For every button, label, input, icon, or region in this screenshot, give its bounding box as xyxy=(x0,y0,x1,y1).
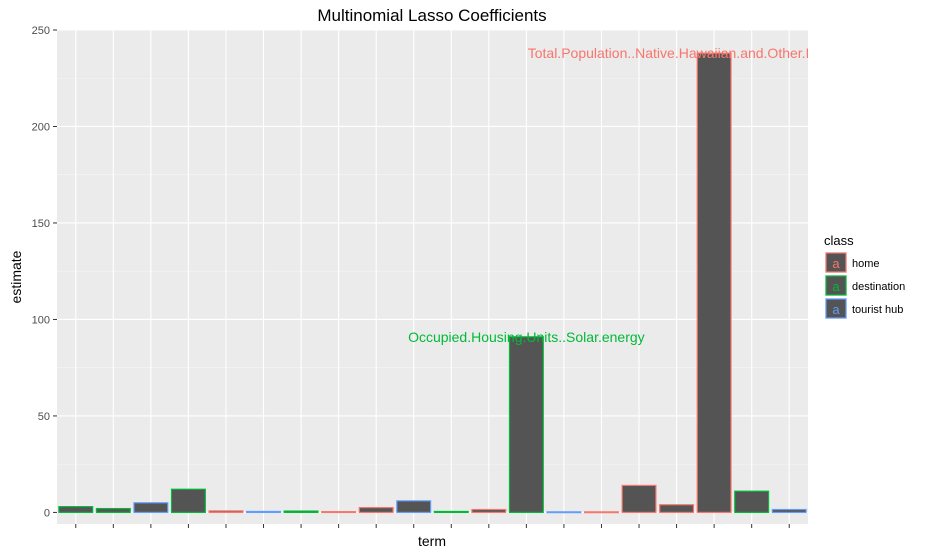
legend-key-glyph: a xyxy=(832,302,840,317)
bar-t1 xyxy=(58,506,94,514)
plot-panel xyxy=(57,30,808,524)
bar-t10 xyxy=(396,500,432,514)
bar-t14 xyxy=(546,511,582,514)
bar-t13 xyxy=(508,336,544,514)
bar-t9 xyxy=(358,506,394,514)
legend-label-destination: destination xyxy=(852,281,905,293)
grid xyxy=(57,29,808,524)
y-tick-label: 250 xyxy=(32,25,50,37)
annotation-2: Total.Population..Native.Hawaiian.and.Ot… xyxy=(528,45,901,61)
x-axis-title: term xyxy=(418,533,446,549)
y-tick-label: 0 xyxy=(44,507,50,519)
bar-t3 xyxy=(133,502,169,514)
y-axis: 0 50 100 150 200 250 xyxy=(32,25,57,519)
annotation-1: Occupied.Housing.Units..Solar.energy xyxy=(408,329,645,345)
bar-t19 xyxy=(734,490,770,514)
chart-title: Multinomial Lasso Coefficients xyxy=(317,6,546,25)
bar-t16 xyxy=(621,484,657,514)
bar-t18 xyxy=(696,52,732,514)
bar-t7 xyxy=(283,510,319,514)
legend-key-home xyxy=(825,252,847,273)
legend-key-tourist-hub xyxy=(825,298,847,319)
y-axis-title: estimate xyxy=(8,250,24,303)
y-tick-label: 150 xyxy=(32,218,50,230)
bar-t4 xyxy=(170,488,206,514)
bar-t15 xyxy=(583,511,619,514)
legend-title: class xyxy=(824,233,854,248)
x-axis xyxy=(75,524,790,528)
annotations: Occupied.Housing.Units..Solar.energy Tota… xyxy=(408,45,901,345)
bar-t20 xyxy=(771,508,807,514)
legend-label-home: home xyxy=(852,258,880,270)
bars xyxy=(58,52,807,514)
y-tick-label: 50 xyxy=(38,411,50,423)
y-tick-label: 100 xyxy=(32,314,50,326)
bar-t12 xyxy=(471,508,507,514)
bar-t11 xyxy=(433,510,469,514)
bar-t2 xyxy=(95,507,131,514)
y-tick-label: 200 xyxy=(32,121,50,133)
bar-t17 xyxy=(659,504,695,514)
legend-key-glyph: a xyxy=(832,279,840,294)
legend-label-tourist-hub: tourist hub xyxy=(852,304,903,316)
legend-key-glyph: a xyxy=(832,256,840,271)
legend-key-destination xyxy=(825,275,847,296)
bar-t6 xyxy=(246,510,282,514)
bar-t8 xyxy=(321,511,357,514)
bar-t5 xyxy=(208,510,244,514)
